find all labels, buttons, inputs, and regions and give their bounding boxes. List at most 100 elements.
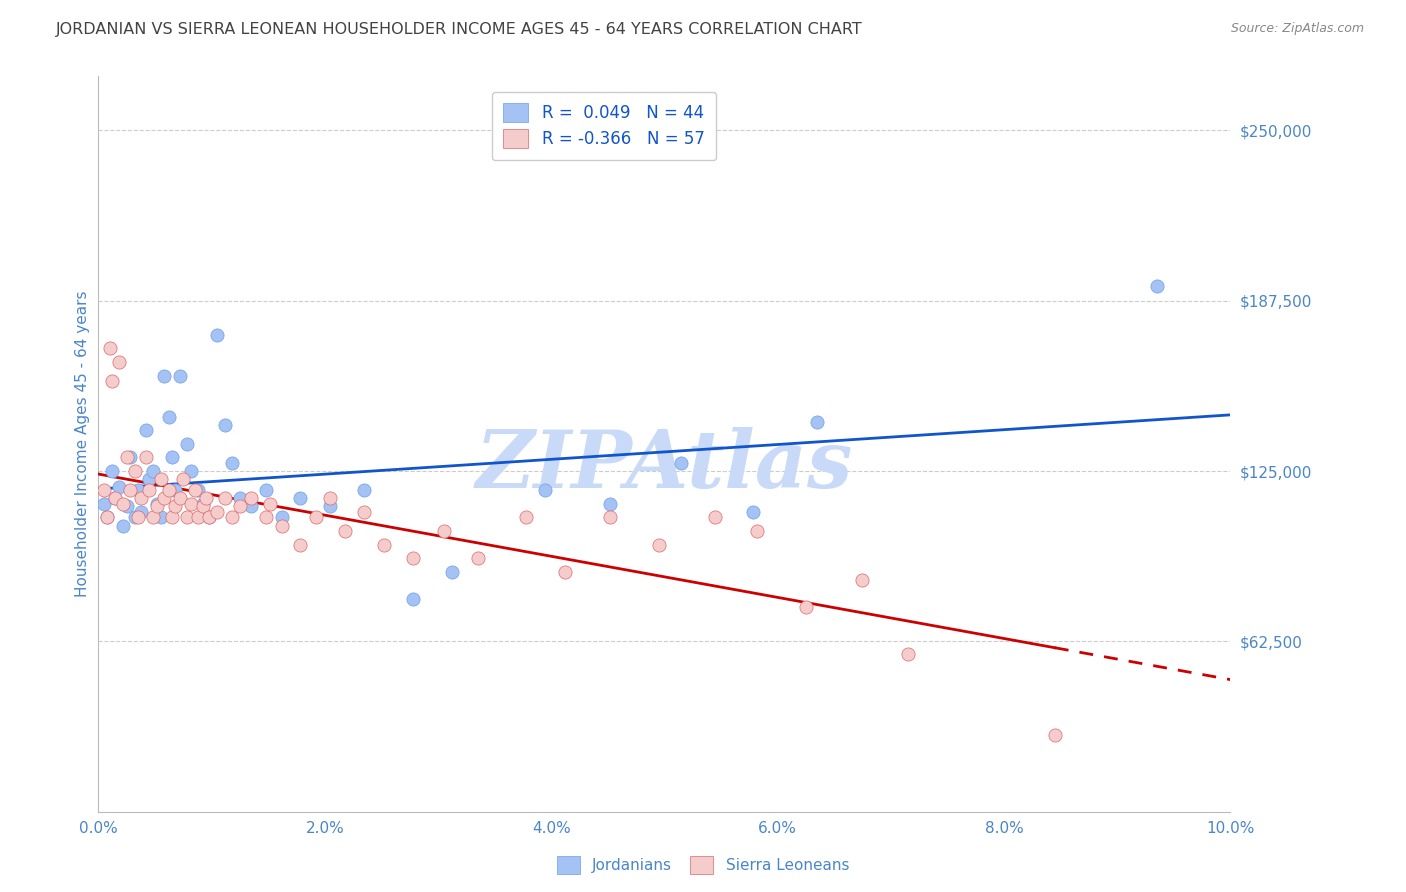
Point xyxy=(96,510,118,524)
Point xyxy=(254,510,277,524)
Point xyxy=(599,497,621,511)
Point xyxy=(851,573,873,587)
Point xyxy=(554,565,576,579)
Point xyxy=(93,497,115,511)
Point xyxy=(194,491,217,506)
Text: JORDANIAN VS SIERRA LEONEAN HOUSEHOLDER INCOME AGES 45 - 64 YEARS CORRELATION CH: JORDANIAN VS SIERRA LEONEAN HOUSEHOLDER … xyxy=(56,22,863,37)
Point xyxy=(221,510,243,524)
Point xyxy=(221,456,243,470)
Point xyxy=(207,327,229,342)
Point xyxy=(1146,278,1168,293)
Point xyxy=(169,368,191,383)
Point xyxy=(191,500,214,514)
Point xyxy=(127,483,149,497)
Point xyxy=(373,538,395,552)
Point xyxy=(160,510,183,524)
Point xyxy=(153,368,176,383)
Point xyxy=(180,464,202,478)
Point xyxy=(120,450,142,465)
Point xyxy=(214,417,236,432)
Point xyxy=(534,483,557,497)
Point xyxy=(101,374,124,388)
Point xyxy=(671,456,693,470)
Point xyxy=(259,497,281,511)
Point xyxy=(187,510,209,524)
Point xyxy=(98,342,121,356)
Point xyxy=(96,510,118,524)
Point xyxy=(183,483,205,497)
Point xyxy=(515,510,537,524)
Point xyxy=(467,551,489,566)
Point xyxy=(146,497,169,511)
Text: ZIPAtlas: ZIPAtlas xyxy=(475,427,853,505)
Point xyxy=(207,505,229,519)
Point xyxy=(146,500,169,514)
Point xyxy=(112,518,135,533)
Point xyxy=(93,483,115,497)
Point xyxy=(138,472,160,486)
Point xyxy=(319,500,342,514)
Point xyxy=(254,483,277,497)
Point xyxy=(270,510,292,524)
Point xyxy=(172,472,194,486)
Point xyxy=(176,510,198,524)
Point xyxy=(402,551,425,566)
Point xyxy=(353,505,375,519)
Point xyxy=(157,483,180,497)
Point xyxy=(198,510,221,524)
Point xyxy=(333,524,356,538)
Point xyxy=(353,483,375,497)
Point xyxy=(120,483,142,497)
Point xyxy=(704,510,727,524)
Point xyxy=(153,491,176,506)
Point xyxy=(240,491,263,506)
Point xyxy=(104,491,127,506)
Point xyxy=(433,524,456,538)
Point xyxy=(135,423,157,437)
Point xyxy=(187,483,209,497)
Point xyxy=(124,464,146,478)
Point xyxy=(127,510,149,524)
Point xyxy=(794,600,817,615)
Legend: Jordanians, Sierra Leoneans: Jordanians, Sierra Leoneans xyxy=(551,850,855,880)
Point xyxy=(305,510,328,524)
Point xyxy=(806,415,828,429)
Y-axis label: Householder Income Ages 45 - 64 years: Householder Income Ages 45 - 64 years xyxy=(75,291,90,597)
Point xyxy=(107,355,129,369)
Point xyxy=(240,500,263,514)
Point xyxy=(319,491,342,506)
Point xyxy=(149,472,172,486)
Point xyxy=(599,510,621,524)
Point xyxy=(131,505,153,519)
Point xyxy=(229,491,252,506)
Point xyxy=(169,491,191,506)
Legend: R =  0.049   N = 44, R = -0.366   N = 57: R = 0.049 N = 44, R = -0.366 N = 57 xyxy=(492,92,716,160)
Point xyxy=(115,500,138,514)
Point xyxy=(160,450,183,465)
Point xyxy=(288,491,311,506)
Text: Source: ZipAtlas.com: Source: ZipAtlas.com xyxy=(1230,22,1364,36)
Point xyxy=(176,436,198,450)
Point xyxy=(135,450,157,465)
Point xyxy=(138,483,160,497)
Point xyxy=(198,510,221,524)
Point xyxy=(112,497,135,511)
Point xyxy=(270,518,292,533)
Point xyxy=(104,491,127,506)
Point xyxy=(402,592,425,607)
Point xyxy=(214,491,236,506)
Point xyxy=(288,538,311,552)
Point xyxy=(229,500,252,514)
Point xyxy=(142,510,165,524)
Point xyxy=(165,500,187,514)
Point xyxy=(142,464,165,478)
Point xyxy=(149,510,172,524)
Point xyxy=(747,524,769,538)
Point xyxy=(107,480,129,494)
Point xyxy=(647,538,669,552)
Point xyxy=(180,497,202,511)
Point xyxy=(124,510,146,524)
Point xyxy=(115,450,138,465)
Point xyxy=(131,491,153,506)
Point xyxy=(1043,728,1066,742)
